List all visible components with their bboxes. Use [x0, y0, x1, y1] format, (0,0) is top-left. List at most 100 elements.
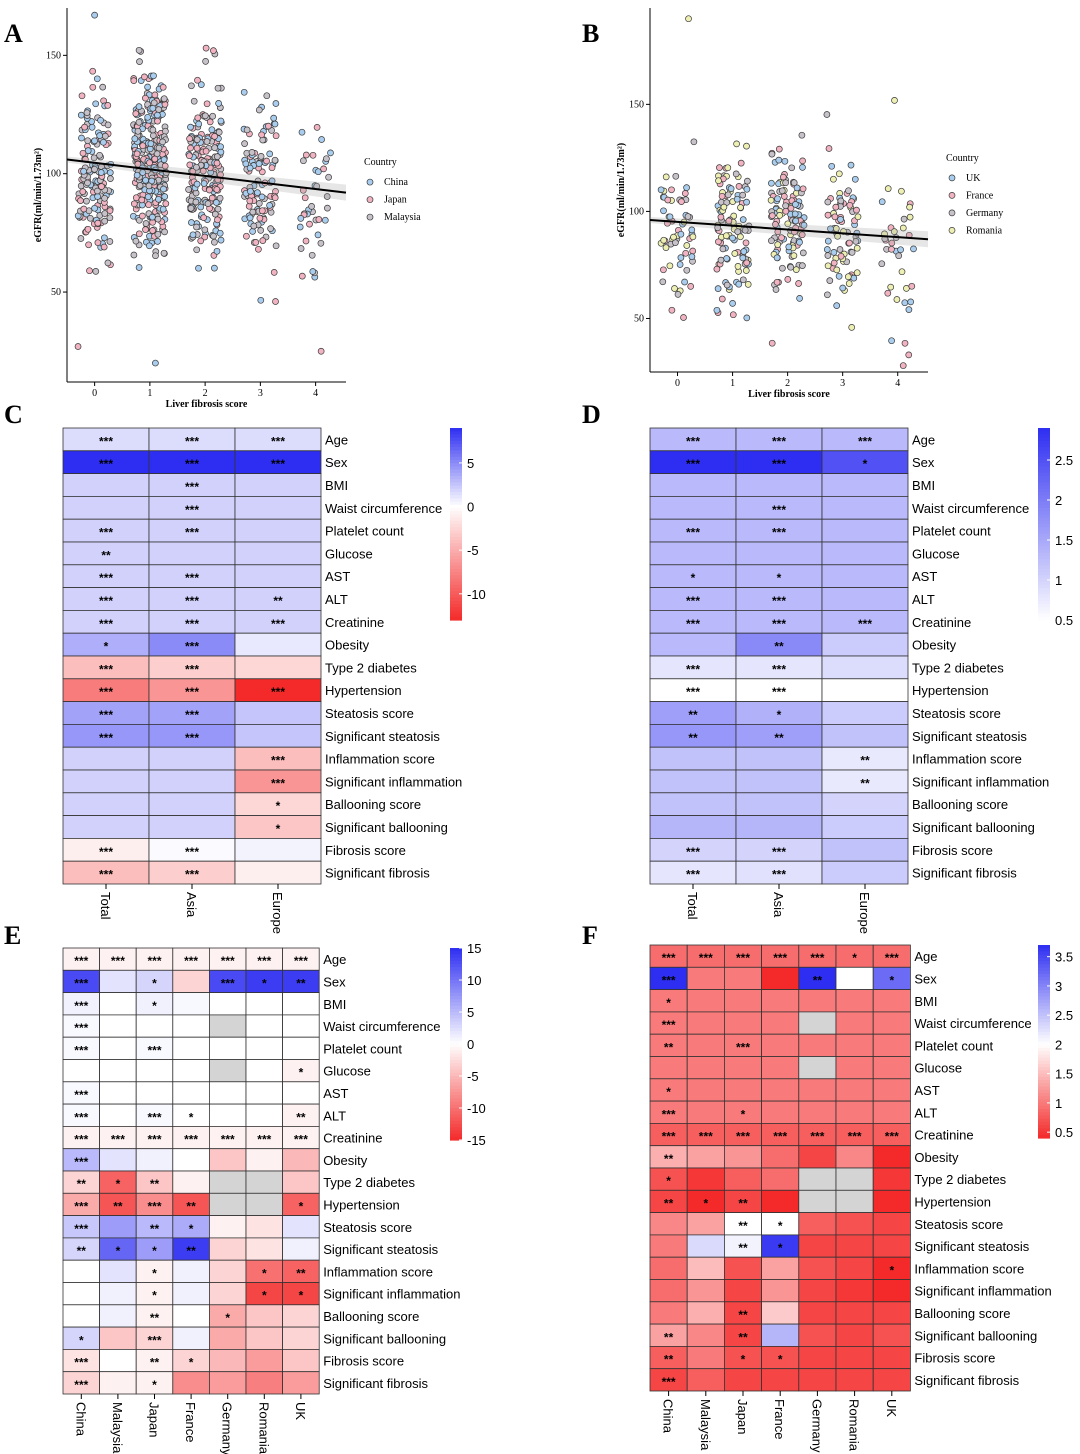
significance-stars: *** — [74, 1110, 88, 1124]
data-point — [162, 127, 169, 135]
data-point — [130, 200, 138, 208]
data-point — [742, 267, 750, 274]
colorbar-segment — [450, 1018, 462, 1023]
colorbar-segment — [450, 1127, 462, 1131]
heat-cell — [821, 860, 909, 885]
data-point — [139, 142, 147, 150]
row-label: BMI — [912, 478, 935, 493]
colorbar-segment — [1038, 440, 1050, 445]
data-point — [246, 197, 254, 205]
data-point — [98, 183, 105, 190]
colorbar-segment — [450, 469, 462, 474]
data-point — [201, 233, 209, 241]
data-point — [831, 213, 839, 221]
colorbar-segment — [450, 1044, 462, 1048]
y-tick-label: 100 — [629, 206, 644, 217]
data-point — [217, 148, 225, 156]
significance-stars: *** — [686, 526, 700, 540]
heat-cell — [735, 769, 823, 794]
data-point — [908, 282, 916, 290]
data-point — [907, 298, 915, 306]
heat-cell — [148, 792, 236, 816]
heat-cell — [835, 1279, 874, 1303]
data-point — [878, 198, 886, 206]
colorbar-segment — [1038, 986, 1050, 991]
colorbar-segment — [1038, 524, 1050, 528]
row-label: AST — [323, 1086, 348, 1101]
heat-cell — [686, 1234, 725, 1258]
data-point — [92, 100, 100, 108]
heat-cell — [99, 1371, 137, 1395]
data-point — [91, 137, 98, 145]
heat-cell — [686, 989, 725, 1013]
colorbar-segment — [1038, 428, 1050, 432]
colorbar-tick-label: 1 — [1055, 1096, 1062, 1111]
data-point — [768, 339, 776, 347]
row-label: Inflammation score — [914, 1261, 1024, 1276]
data-point — [800, 221, 808, 229]
data-point — [897, 246, 904, 254]
data-point — [197, 203, 205, 211]
data-point — [727, 185, 735, 192]
data-point — [131, 135, 139, 143]
column-label: Romania — [256, 1402, 271, 1454]
row-label: Steatosis score — [325, 706, 414, 721]
row-label: Significant steatosis — [914, 1239, 1029, 1254]
data-point — [271, 156, 279, 164]
heat-cell — [821, 473, 909, 497]
data-point — [674, 291, 682, 298]
data-point — [216, 194, 224, 202]
data-point — [325, 173, 332, 181]
data-point — [141, 73, 148, 81]
data-point — [214, 84, 222, 92]
data-point — [683, 184, 690, 191]
data-point — [249, 228, 256, 235]
data-point — [259, 237, 267, 244]
heat-cell — [835, 1078, 874, 1102]
colorbar-segment — [1038, 1009, 1050, 1014]
y-tick-label: 150 — [46, 50, 61, 61]
colorbar-segment — [450, 1053, 462, 1058]
panel-label-f: F — [582, 921, 598, 950]
significance-stars: * — [276, 799, 281, 813]
heat-cell — [872, 1279, 911, 1303]
colorbar-segment — [450, 578, 462, 583]
panel-label-e: E — [4, 921, 21, 950]
colorbar-tick-label: -5 — [467, 1069, 479, 1084]
heat-cell — [208, 1215, 247, 1239]
heat-cell — [821, 815, 909, 839]
data-point — [258, 207, 266, 215]
colorbar-segment — [450, 967, 462, 971]
heat-cell — [872, 1145, 911, 1169]
data-point — [84, 137, 92, 145]
x-axis-label: Liver fibrosis score — [748, 389, 830, 400]
heat-cell — [835, 1033, 874, 1057]
significance-stars: *** — [848, 1130, 862, 1144]
colorbar-segment — [1038, 578, 1050, 583]
column-label: France — [772, 1399, 787, 1439]
data-point — [193, 180, 201, 188]
colorbar-segment — [450, 980, 462, 984]
data-point — [683, 242, 691, 249]
colorbar-segment — [450, 536, 462, 541]
colorbar-segment — [1038, 1083, 1050, 1088]
colorbar-segment — [450, 440, 462, 445]
colorbar-segment — [1038, 581, 1050, 586]
data-point — [91, 204, 98, 212]
heat-cell — [821, 632, 909, 657]
data-point — [77, 197, 84, 204]
colorbar-tick-label: -10 — [467, 587, 486, 602]
data-point — [96, 132, 104, 139]
data-point — [823, 111, 831, 118]
significance-stars: *** — [885, 1130, 899, 1144]
data-point — [798, 231, 806, 239]
data-point — [779, 264, 786, 272]
heat-cell — [761, 1256, 800, 1280]
data-point — [255, 200, 263, 207]
heat-cell — [872, 1078, 911, 1102]
heat-cell — [234, 518, 322, 543]
colorbar-segment — [450, 572, 462, 576]
x-tick-label: 3 — [840, 378, 845, 389]
legend-marker — [366, 196, 374, 203]
y-tick-label: 150 — [629, 99, 644, 110]
